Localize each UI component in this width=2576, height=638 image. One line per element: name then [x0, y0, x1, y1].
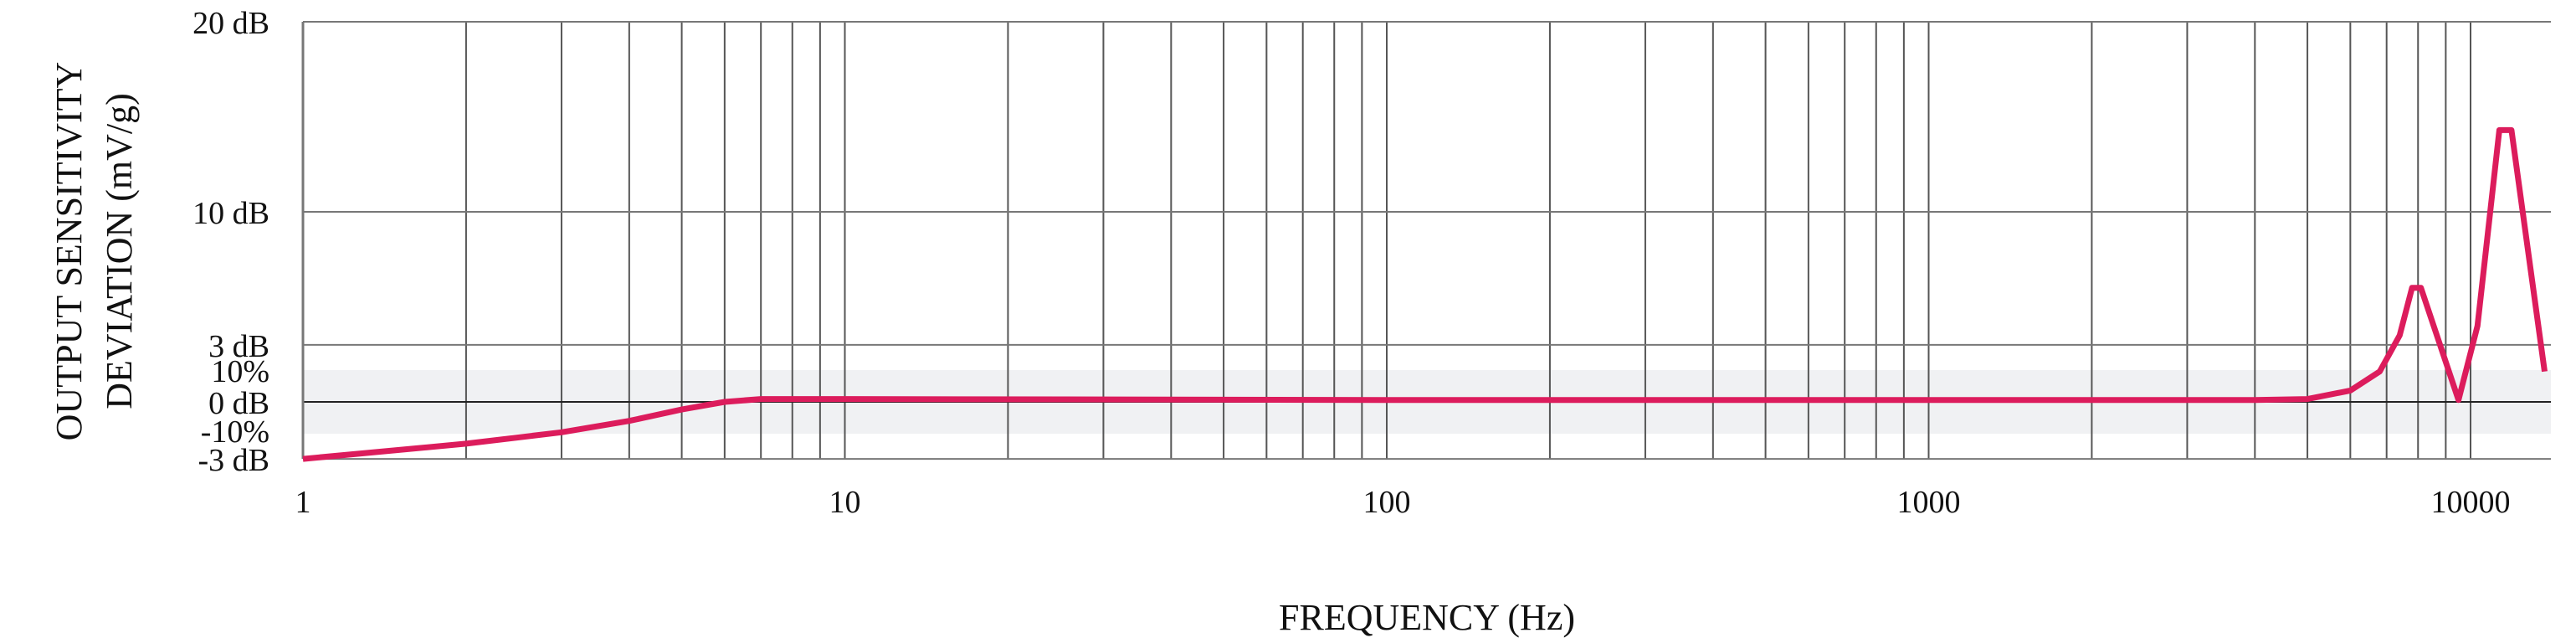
y-tick-label: 10 dB — [192, 196, 269, 231]
x-axis-label: FREQUENCY (Hz) — [1279, 597, 1575, 638]
x-tick-label: 10000 — [2431, 485, 2511, 520]
x-tick-label: 1000 — [1897, 485, 1961, 520]
band-lower-label: -10% — [201, 414, 269, 450]
x-tick-label: 1 — [295, 485, 311, 520]
y-tick-label: 20 dB — [192, 6, 269, 41]
y-tick-labels: 20 dB 10 dB 3 dB 0 dB -3 dB 10% -10% — [192, 6, 269, 478]
grid — [301, 21, 2551, 460]
x-tick-labels: 1 10 100 1000 10000 — [295, 485, 2511, 520]
series-layer — [302, 126, 2548, 462]
series-line — [302, 126, 2548, 462]
y-tick-label: 3 dB — [208, 329, 269, 364]
y-axis-label-line-1: OUTPUT SENSITIVITY — [49, 62, 90, 441]
x-tick-label: 10 — [829, 485, 861, 520]
y-tick-label: 0 dB — [208, 386, 269, 421]
x-tick-label: 100 — [1363, 485, 1411, 520]
y-tick-label: -3 dB — [198, 443, 270, 478]
band-upper-label: 10% — [211, 354, 269, 389]
y-axis-label-line-2: DEVIATION (mV/g) — [99, 93, 140, 409]
